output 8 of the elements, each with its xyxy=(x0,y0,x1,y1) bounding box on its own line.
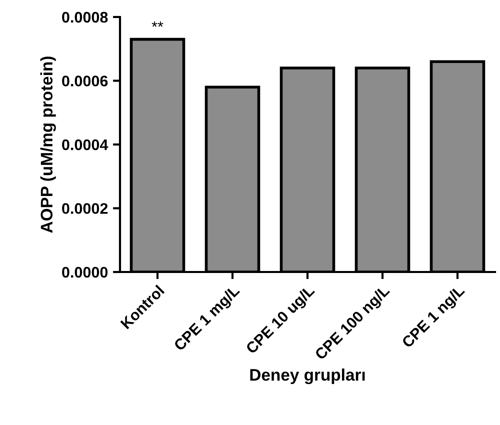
y-tick-label: 0.0008 xyxy=(62,12,108,23)
y-tick-label: 0.0004 xyxy=(62,139,108,150)
x-axis-title: Deney grupları xyxy=(250,368,365,384)
annotation: ** xyxy=(152,21,164,27)
y-tick-label: 0.0002 xyxy=(62,203,108,214)
y-axis-title: AOPP (uM/mg protein) xyxy=(40,56,56,233)
y-tick-label: 0.0006 xyxy=(62,76,108,86)
y-tick-label: 0.0000 xyxy=(62,266,108,278)
